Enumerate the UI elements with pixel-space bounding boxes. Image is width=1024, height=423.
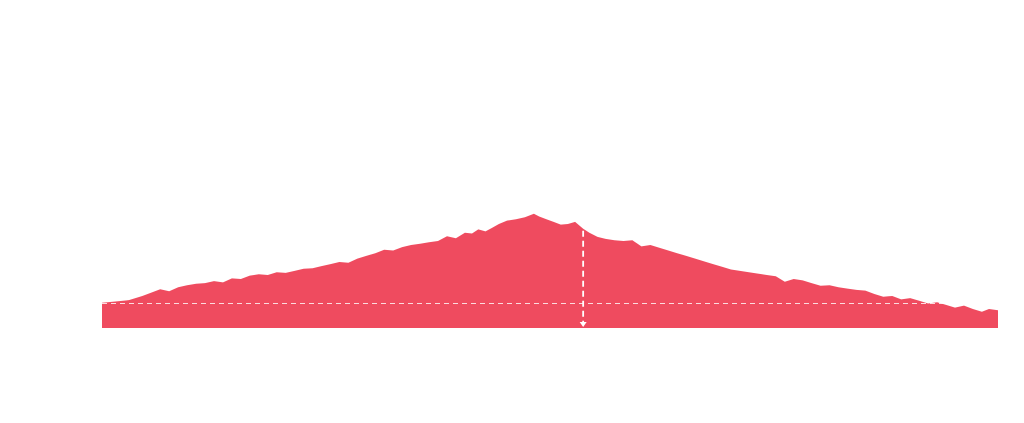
position-marker-arrow xyxy=(579,322,587,327)
guide-layer xyxy=(102,230,998,327)
area-layer xyxy=(102,213,998,328)
elevation-area-0 xyxy=(102,213,998,328)
